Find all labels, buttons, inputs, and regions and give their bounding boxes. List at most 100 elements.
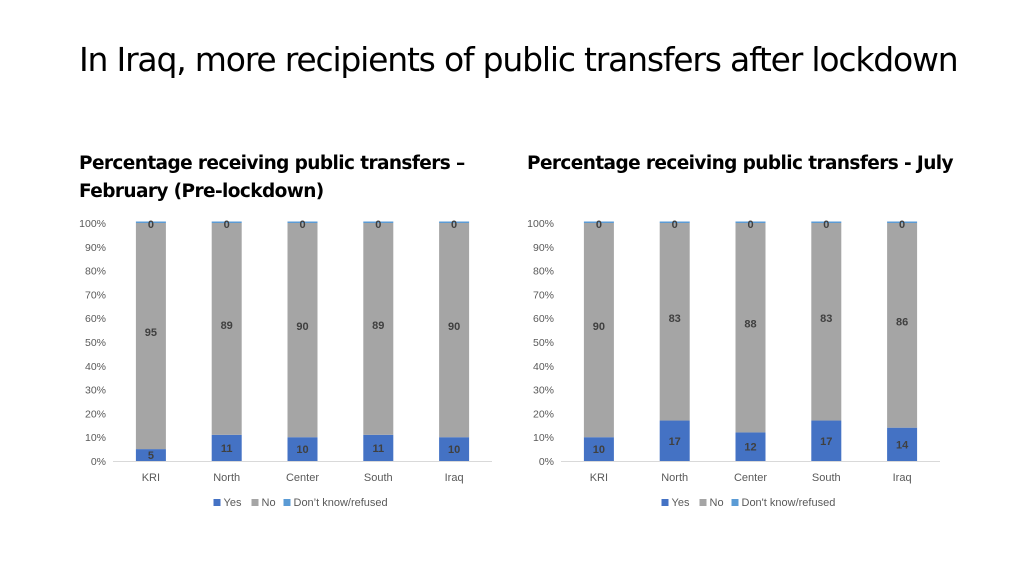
y-tick-label: 50% [85, 337, 106, 349]
bar-yes-center [287, 437, 318, 461]
legend-swatch [661, 499, 669, 506]
category-label: KRI [142, 472, 160, 484]
data-label: 88 [744, 319, 756, 331]
y-tick-label: 50% [533, 337, 554, 349]
data-label: 0 [224, 219, 230, 231]
y-tick-label: 30% [533, 385, 554, 397]
category-label: North [213, 472, 240, 484]
data-label: 12 [744, 442, 756, 454]
bar-yes-iraq [439, 437, 470, 461]
y-tick-label: 0% [539, 456, 554, 468]
y-tick-label: 80% [533, 266, 554, 278]
chart-july: 0% 10% 20% 30% 40% 50% 60% 70% 80% 90% 100% 10 90 0 KR… [527, 218, 940, 509]
category-label: Center [286, 472, 319, 484]
bar-don-t-know-refused-north [211, 221, 242, 223]
bar-don-t-know-refused-south [363, 221, 394, 223]
y-tick-label: 100% [79, 218, 106, 230]
bar-don-t-know-refused-north [659, 221, 690, 223]
y-tick-label: 0% [91, 456, 106, 468]
legend-swatch [699, 499, 707, 506]
category-label: Iraq [445, 472, 464, 484]
legend-label: Don’t know/refused [294, 497, 388, 509]
legend-label: Yes [224, 497, 242, 509]
data-label: 89 [221, 320, 233, 332]
bar-don-t-know-refused-iraq [439, 221, 470, 223]
bar-no-center [287, 223, 318, 438]
bar-no-kri [583, 223, 614, 438]
slide-title: In Iraq, more recipients of public trans… [79, 40, 959, 79]
legend-swatch [283, 499, 291, 506]
y-tick-label: 30% [85, 385, 106, 397]
category-label: Iraq [893, 472, 912, 484]
data-label: 11 [372, 443, 384, 455]
bar-no-south [811, 223, 842, 421]
y-tick-label: 100% [527, 218, 554, 230]
y-tick-label: 90% [533, 242, 554, 254]
category-label: North [661, 472, 688, 484]
legend-label: Yes [672, 497, 690, 509]
data-label: 0 [823, 219, 829, 231]
data-label: 83 [820, 313, 832, 325]
data-label: 10 [296, 444, 308, 456]
legend-label: No [710, 497, 724, 509]
bar-no-kri [135, 223, 166, 450]
bar-yes-kri [583, 437, 614, 461]
legend-swatch [251, 499, 259, 506]
bar-yes-south [363, 434, 394, 461]
data-label: 89 [372, 320, 384, 332]
y-tick-label: 10% [533, 432, 554, 444]
legend-label: No [262, 497, 276, 509]
legend-label: Don't know/refused [742, 497, 836, 509]
data-label: 0 [299, 219, 305, 231]
bar-no-iraq [887, 223, 918, 428]
bar-don-t-know-refused-kri [135, 221, 166, 223]
data-label: 14 [896, 439, 909, 451]
y-tick-label: 60% [85, 313, 106, 325]
bar-yes-north [211, 434, 242, 461]
data-label: 11 [221, 443, 233, 455]
data-label: 90 [593, 321, 605, 333]
data-label: 86 [896, 316, 908, 328]
y-tick-label: 70% [533, 289, 554, 301]
y-tick-label: 20% [85, 408, 106, 420]
bar-yes-center [735, 432, 766, 461]
category-label: KRI [590, 472, 608, 484]
data-label: 0 [375, 219, 381, 231]
bar-don-t-know-refused-center [735, 221, 766, 223]
data-label: 95 [145, 327, 157, 339]
y-tick-label: 80% [85, 266, 106, 278]
data-label: 5 [148, 450, 154, 462]
bar-don-t-know-refused-center [287, 221, 318, 223]
bar-yes-iraq [887, 427, 918, 461]
bar-don-t-know-refused-south [811, 221, 842, 223]
legend-swatch [213, 499, 221, 506]
data-label: 0 [451, 219, 457, 231]
bar-no-north [211, 223, 242, 435]
data-label: 0 [672, 219, 678, 231]
bar-don-t-know-refused-kri [583, 221, 614, 223]
y-tick-label: 10% [85, 432, 106, 444]
data-label: 10 [593, 444, 605, 456]
legend-swatch [731, 499, 739, 506]
data-label: 90 [296, 321, 308, 333]
y-tick-label: 20% [533, 408, 554, 420]
category-label: South [364, 472, 393, 484]
data-label: 0 [596, 219, 602, 231]
data-label: 17 [820, 436, 832, 448]
bar-yes-north [659, 420, 690, 461]
bar-no-center [735, 223, 766, 433]
y-tick-label: 40% [533, 361, 554, 373]
category-label: South [812, 472, 841, 484]
y-tick-label: 90% [85, 242, 106, 254]
data-label: 0 [899, 219, 905, 231]
y-tick-label: 40% [85, 361, 106, 373]
chart-title-july: Percentage receiving public transfers - … [527, 153, 954, 174]
data-label: 10 [448, 444, 460, 456]
data-label: 0 [148, 219, 154, 231]
bar-no-north [659, 223, 690, 421]
bar-no-iraq [439, 223, 470, 438]
data-label: 83 [669, 313, 681, 325]
bar-yes-kri [135, 449, 166, 461]
data-label: 17 [669, 436, 681, 448]
bar-yes-south [811, 420, 842, 461]
